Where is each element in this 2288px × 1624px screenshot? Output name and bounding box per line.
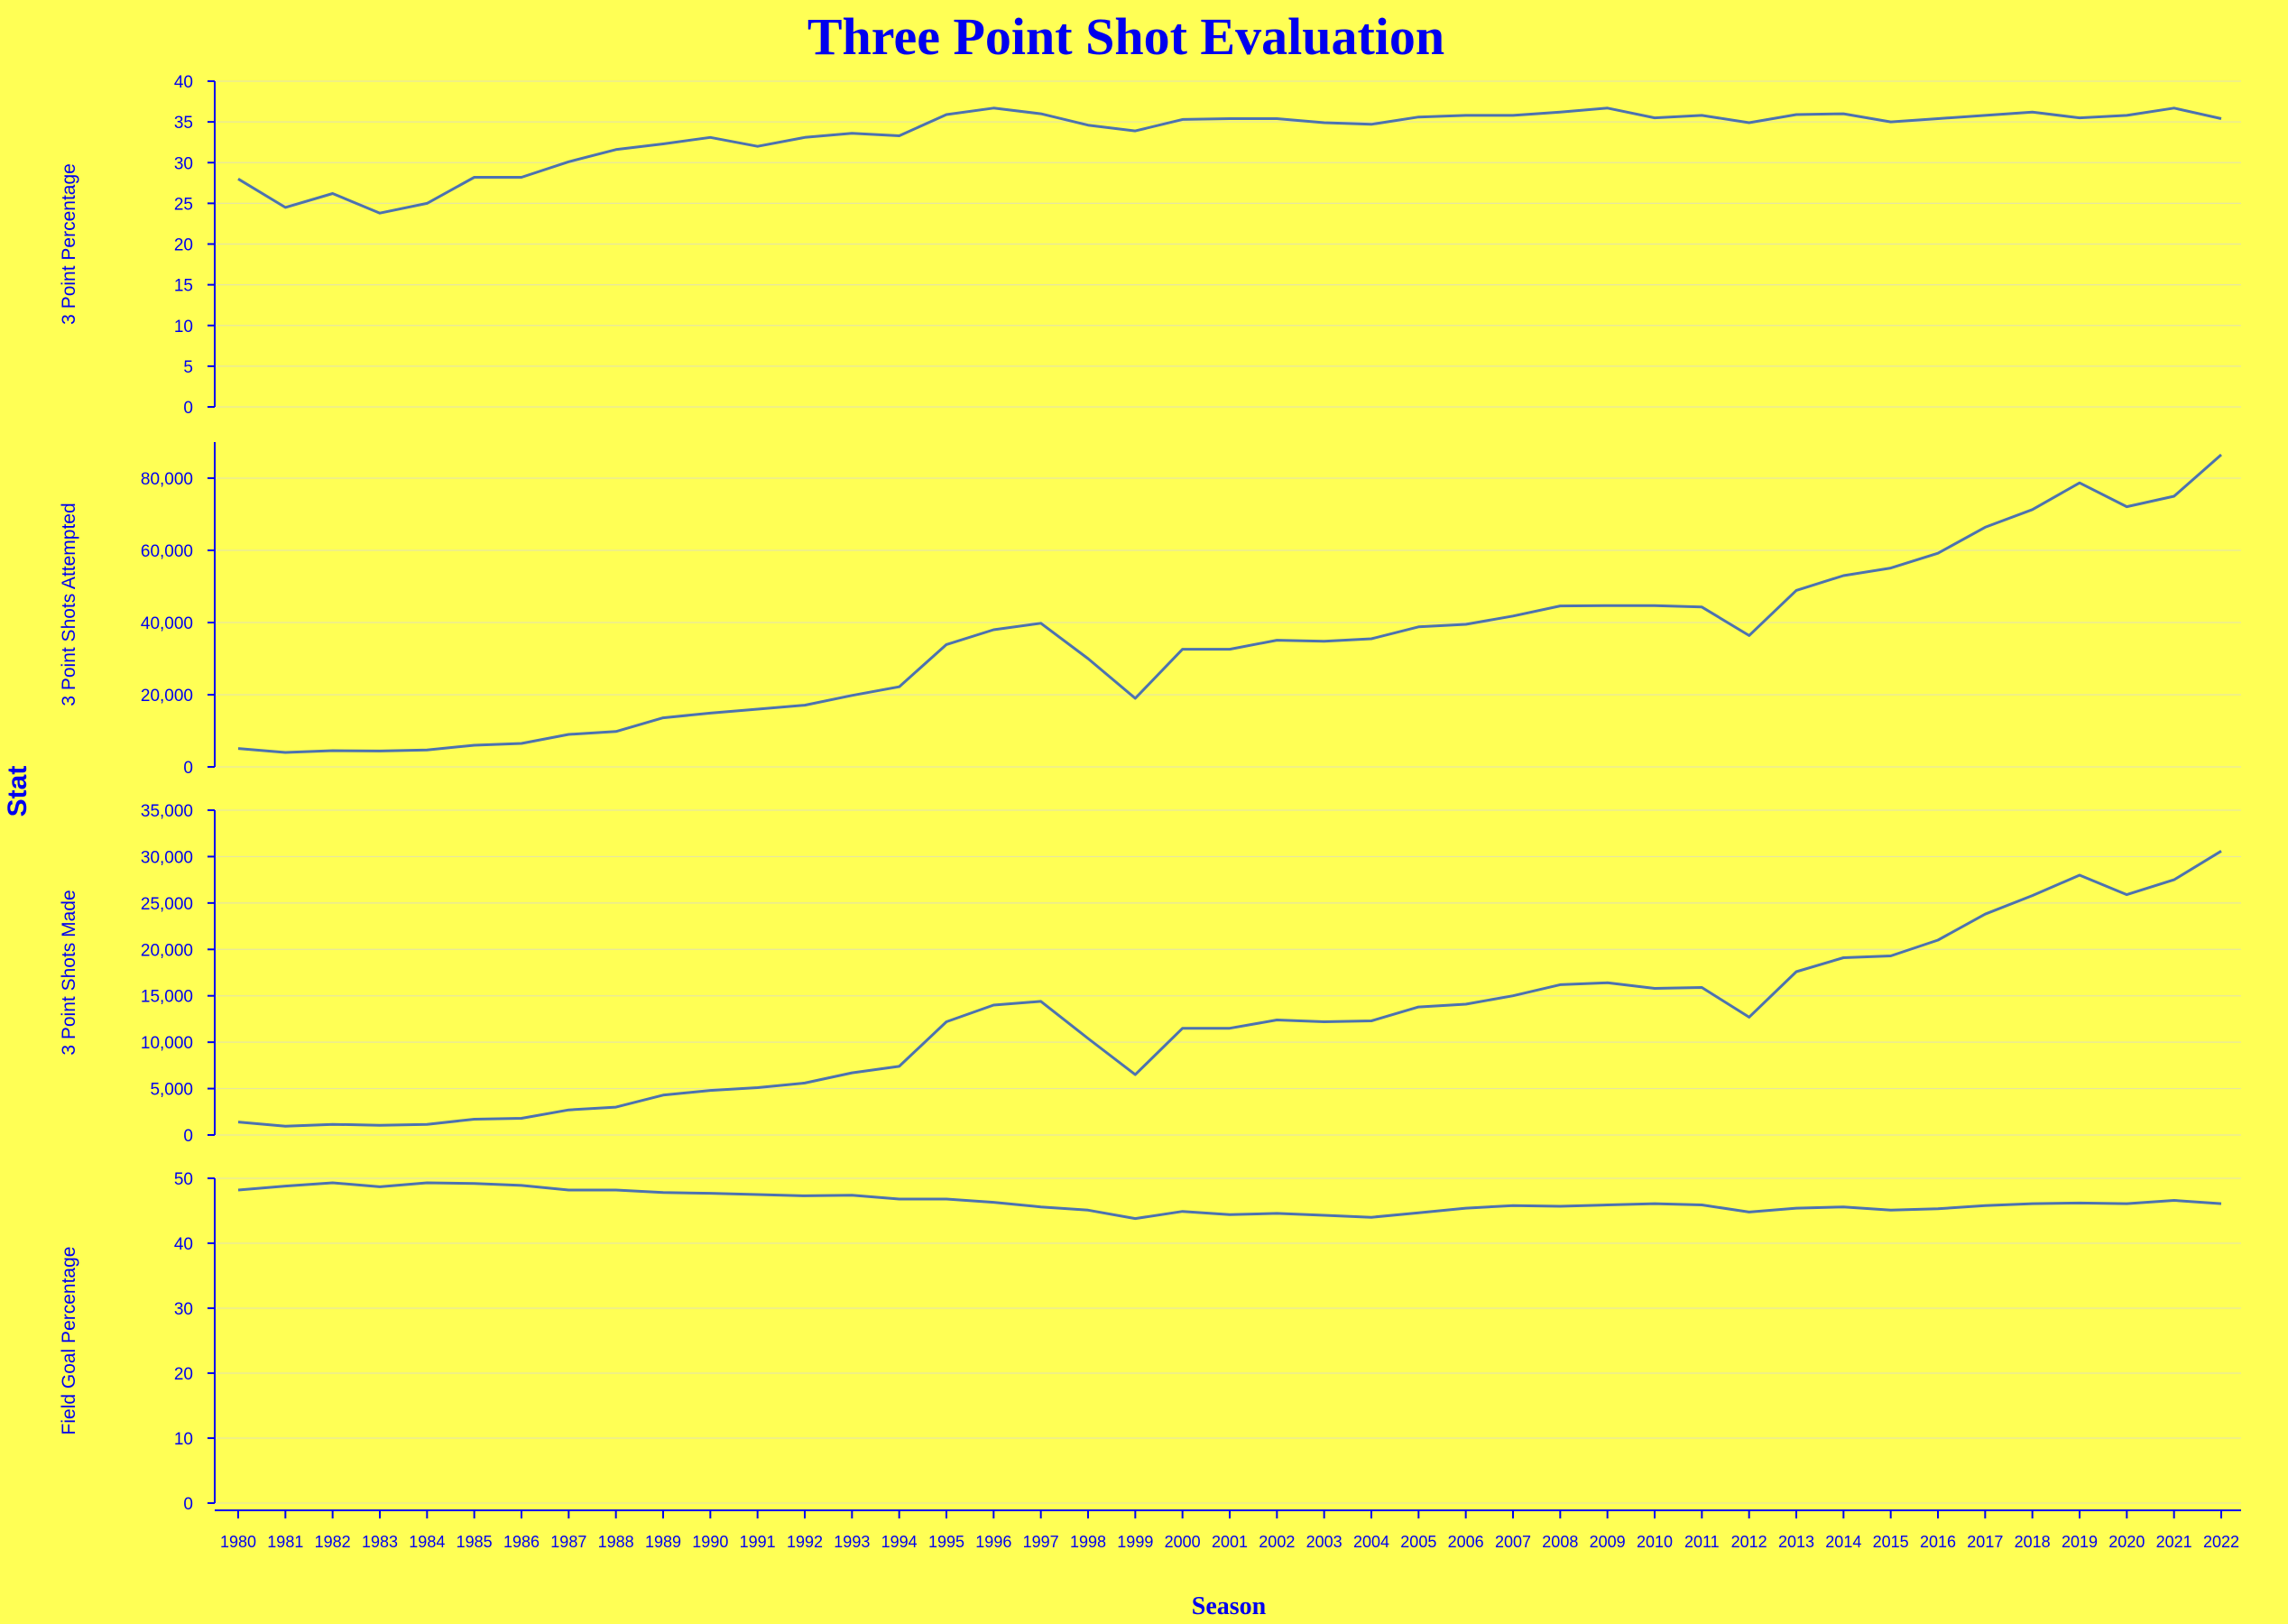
x-tick-label: 2010 (1637, 1533, 1673, 1551)
y-tick-label: 15 (174, 277, 193, 296)
x-tick-label: 1982 (315, 1533, 351, 1551)
x-tick-label: 2014 (1825, 1533, 1861, 1551)
x-tick-label: 2001 (1212, 1533, 1248, 1551)
x-tick-label: 1995 (928, 1533, 964, 1551)
panel-ylabel: 3 Point Percentage (59, 163, 79, 325)
y-axis-title: Stat (3, 766, 32, 817)
x-tick-label: 1984 (409, 1533, 445, 1551)
panel-2: 0 20,000 40,000 60,000 80,000 3 Point Shots A… (59, 442, 2241, 778)
y-tick-label: 50 (174, 1170, 193, 1189)
x-tick-label: 2011 (1684, 1533, 1720, 1551)
y-tick-label: 0 (183, 399, 193, 418)
x-tick-label: 2009 (1590, 1533, 1626, 1551)
panel-1: 0 5 10 15 20 25 30 35 40 3 Point Percentage (59, 73, 2241, 418)
x-tick-label: 2012 (1731, 1533, 1767, 1551)
x-tick-label: 2002 (1259, 1533, 1295, 1551)
x-tick-label: 2003 (1306, 1533, 1342, 1551)
x-tick-label: 2005 (1400, 1533, 1436, 1551)
y-tick-label: 20,000 (141, 941, 193, 960)
x-tick-label: 1999 (1117, 1533, 1153, 1551)
y-tick-label: 20 (174, 1365, 193, 1384)
x-tick-label: 1983 (362, 1533, 398, 1551)
y-tick-label: 35,000 (141, 802, 193, 821)
y-tick-label: 5 (183, 358, 193, 377)
x-tick-label: 1996 (975, 1533, 1011, 1551)
x-tick-label: 1987 (550, 1533, 586, 1551)
y-tick-label: 30 (174, 1300, 193, 1319)
y-tick-label: 30,000 (141, 848, 193, 867)
x-tick-label: 1981 (267, 1533, 303, 1551)
y-tick-label: 10 (174, 1430, 193, 1449)
x-tick-label: 2006 (1448, 1533, 1484, 1551)
x-tick-label: 1994 (881, 1533, 918, 1551)
series-line (237, 453, 2222, 754)
x-tick-label: 1993 (834, 1533, 870, 1551)
y-tick-label: 40 (174, 1235, 193, 1254)
y-tick-label: 0 (183, 1127, 193, 1146)
x-tick-label: 2007 (1495, 1533, 1531, 1551)
x-tick-label: 1992 (787, 1533, 823, 1551)
x-tick-label: 1990 (692, 1533, 728, 1551)
x-tick-label: 1980 (220, 1533, 256, 1551)
x-tick-label: 2017 (1967, 1533, 2003, 1551)
panel-3: 0 5,000 10,000 15,000 20,000 25,000 30,000 35,0… (59, 802, 2241, 1146)
panel-4: 0 10 20 30 40 50 Field Goal Percentage (59, 1170, 2241, 1514)
x-tick-label: 1985 (457, 1533, 493, 1551)
panel-ylabel: 3 Point Shots Made (59, 890, 79, 1055)
y-tick-label: 40 (174, 73, 193, 92)
series-line (237, 850, 2222, 1128)
y-tick-label: 10 (174, 318, 193, 337)
y-tick-label: 5,000 (150, 1081, 193, 1100)
x-tick-label: 1991 (740, 1533, 776, 1551)
x-tick-label: 2018 (2015, 1533, 2051, 1551)
y-tick-label: 60,000 (141, 542, 193, 561)
panel-ylabel: Field Goal Percentage (59, 1247, 79, 1435)
x-tick-label: 2000 (1165, 1533, 1201, 1551)
y-tick-label: 0 (183, 1495, 193, 1514)
x-tick-label: 2008 (1542, 1533, 1578, 1551)
x-tick-label: 1997 (1023, 1533, 1059, 1551)
x-tick-label: 2022 (2203, 1533, 2239, 1551)
x-tick-label: 2016 (1920, 1533, 1956, 1551)
x-tick-label: 2021 (2156, 1533, 2192, 1551)
x-tick-label: 2020 (2108, 1533, 2145, 1551)
y-tick-label: 40,000 (141, 614, 193, 633)
panel-ylabel: 3 Point Shots Attempted (59, 503, 79, 706)
x-axis-title: Season (1192, 1592, 1267, 1620)
x-tick-label: 1986 (503, 1533, 540, 1551)
y-tick-label: 15,000 (141, 988, 193, 1007)
x-tick-label: 1988 (598, 1533, 634, 1551)
y-tick-label: 0 (183, 759, 193, 778)
y-tick-label: 25 (174, 195, 193, 214)
x-tick-label: 2004 (1353, 1533, 1389, 1551)
chart-title: Three Point Shot Evaluation (807, 7, 1444, 66)
series-line (237, 106, 2222, 215)
y-tick-label: 10,000 (141, 1034, 193, 1053)
y-tick-label: 80,000 (141, 470, 193, 489)
y-tick-label: 20,000 (141, 687, 193, 706)
y-tick-label: 20 (174, 236, 193, 255)
x-tick-label: 1998 (1070, 1533, 1106, 1551)
x-tick-label: 2019 (2062, 1533, 2098, 1551)
panels-group: 0 5 10 15 20 25 30 35 40 3 Point Percentage 0 20,00… (59, 73, 2241, 1514)
y-tick-label: 25,000 (141, 895, 193, 914)
y-tick-label: 30 (174, 154, 193, 173)
x-axis: 1980 1981 1982 1983 1984 1985 1986 1987 1988 1989… (215, 1509, 2241, 1551)
x-tick-label: 2013 (1778, 1533, 1814, 1551)
y-tick-label: 35 (174, 114, 193, 133)
x-tick-label: 2015 (1873, 1533, 1909, 1551)
x-tick-label: 1989 (645, 1533, 681, 1551)
series-line (237, 1181, 2222, 1221)
